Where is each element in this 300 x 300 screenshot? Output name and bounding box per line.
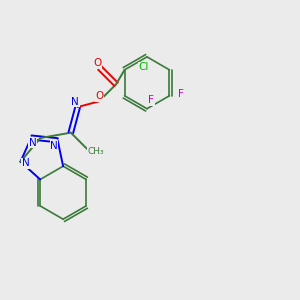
Text: O: O <box>93 58 102 68</box>
Text: CH₃: CH₃ <box>87 147 104 156</box>
Text: N: N <box>22 158 29 168</box>
Text: N: N <box>71 97 79 107</box>
Text: N: N <box>50 141 58 151</box>
Text: N: N <box>29 138 37 148</box>
Text: Cl: Cl <box>139 62 149 72</box>
Text: F: F <box>148 95 154 106</box>
Text: F: F <box>178 89 184 99</box>
Text: O: O <box>95 91 104 101</box>
